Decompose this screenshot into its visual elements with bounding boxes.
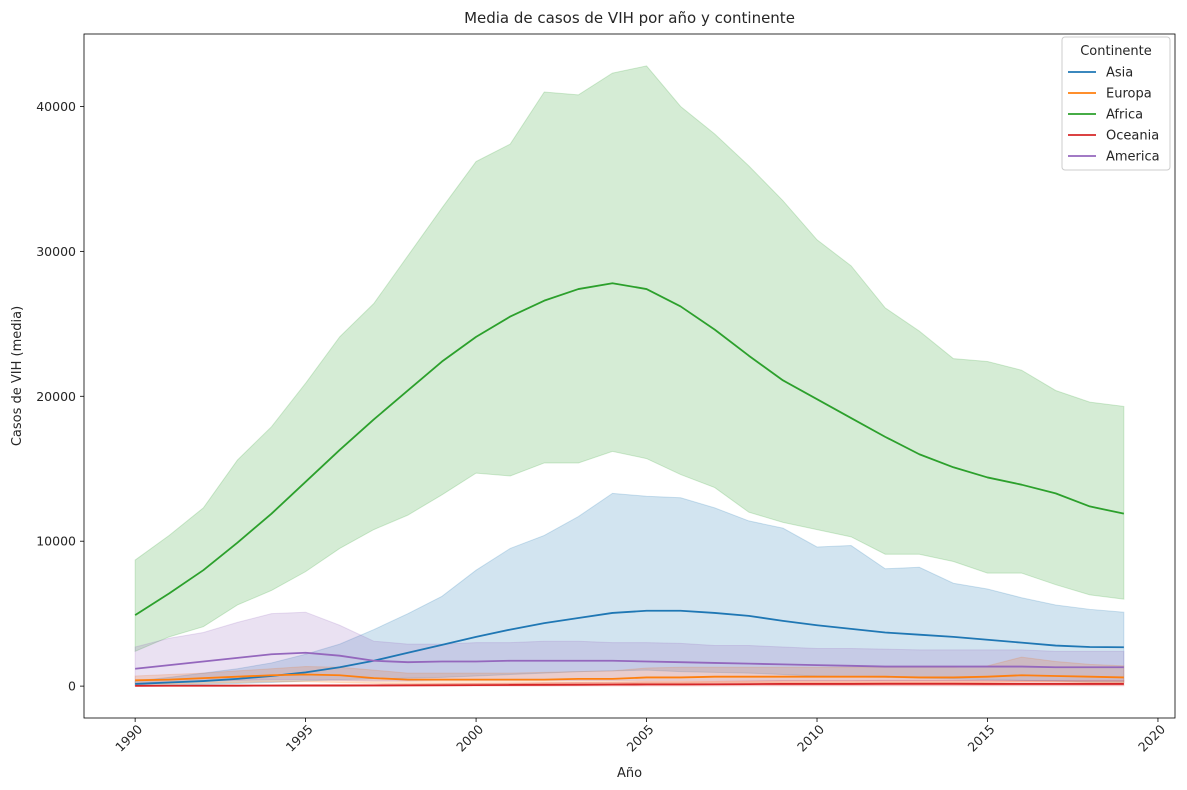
line-asia — [135, 609, 1124, 685]
chart-title: Media de casos de VIH por año y continen… — [464, 9, 795, 27]
confidence-bands — [134, 65, 1125, 687]
legend-label-europa: Europa — [1106, 87, 1152, 102]
y-axis-ticks: 0 10000 20000 30000 40000 — [36, 99, 84, 694]
line-africa — [134, 282, 1125, 616]
legend-label-oceania: Oceania — [1106, 129, 1159, 144]
line-europa — [135, 673, 1124, 682]
y-axis-label: Casos de VIH (media) — [10, 306, 25, 446]
axes-frame — [83, 33, 1176, 719]
legend-items: Asia Europa Africa Oceania America — [1068, 66, 1160, 165]
legend-label-africa: Africa — [1106, 108, 1143, 123]
legend-label-america: America — [1106, 150, 1160, 165]
y-tick-label: 40000 — [36, 99, 76, 114]
legend-title: Continente — [1080, 44, 1152, 59]
legend-label-asia: Asia — [1106, 66, 1133, 81]
line-oceania — [135, 682, 1124, 687]
y-tick-label: 20000 — [36, 389, 76, 404]
y-tick-label: 10000 — [36, 534, 76, 549]
y-tick-label: 30000 — [36, 244, 76, 259]
y-tick-label: 0 — [68, 679, 76, 694]
band-africa — [134, 65, 1125, 653]
band-asia — [134, 492, 1125, 686]
x-axis-label: Año — [617, 766, 642, 781]
series-lines — [134, 282, 1125, 687]
legend-box — [1061, 36, 1171, 171]
legend: Continente Asia Europa Africa Oceania Americ… — [1061, 36, 1171, 171]
line-america — [135, 651, 1124, 670]
